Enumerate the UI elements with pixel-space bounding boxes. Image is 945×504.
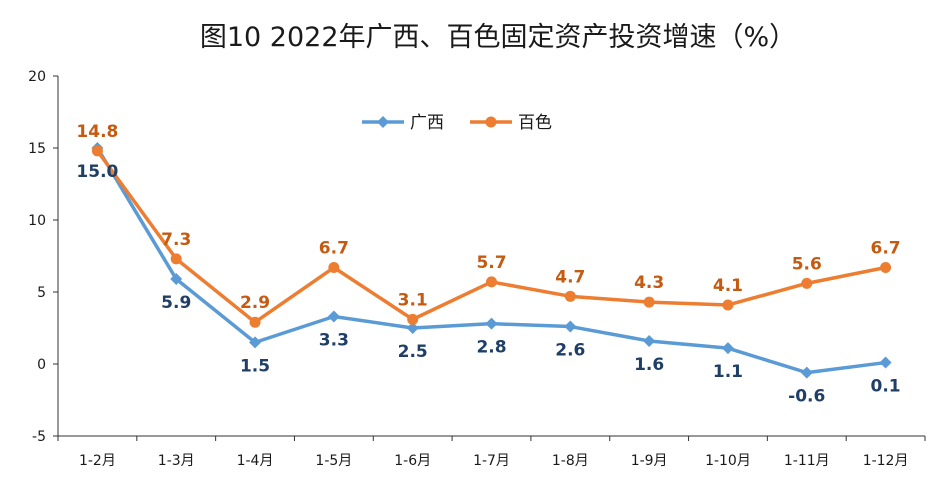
- data-label: 1.1: [713, 362, 743, 382]
- legend-label: 百色: [518, 113, 552, 133]
- x-tick-label: 1-11月: [784, 453, 830, 469]
- data-label: 3.1: [398, 290, 428, 310]
- data-point: [249, 316, 261, 328]
- data-point: [643, 334, 656, 347]
- data-label: 6.7: [871, 239, 901, 259]
- data-point: [328, 262, 340, 274]
- x-tick-label: 1-2月: [79, 453, 116, 469]
- x-tick-label: 1-4月: [237, 453, 274, 469]
- legend-marker: [377, 116, 389, 128]
- data-point: [564, 290, 576, 302]
- x-tick-label: 1-9月: [631, 453, 668, 469]
- data-label: 4.3: [634, 273, 664, 293]
- data-point: [721, 342, 734, 355]
- data-label: 15.0: [76, 162, 118, 182]
- data-label: 5.9: [161, 293, 191, 313]
- data-label: 5.6: [792, 254, 822, 274]
- data-label: 2.9: [240, 293, 270, 313]
- data-point: [170, 253, 182, 265]
- data-label: -0.6: [788, 387, 825, 407]
- data-label: 3.3: [319, 330, 349, 350]
- chart-title: 图10 2022年广西、百色固定资产投资增速（%）: [200, 22, 796, 53]
- legend-label: 广西: [410, 113, 444, 133]
- y-tick-label: 5: [37, 285, 46, 301]
- series-line: [95, 149, 886, 324]
- x-tick-label: 1-6月: [394, 453, 431, 469]
- data-label: 1.5: [240, 356, 270, 376]
- x-tick-label: 1-5月: [315, 453, 352, 469]
- data-point: [722, 299, 734, 311]
- data-label: 5.7: [476, 253, 506, 273]
- data-label: 7.3: [161, 230, 191, 250]
- data-point: [800, 366, 813, 379]
- data-label: 14.8: [76, 122, 118, 142]
- data-point: [406, 322, 419, 334]
- y-tick-label: 15: [28, 141, 46, 157]
- y-tick-label: 10: [28, 213, 46, 229]
- data-label: 4.7: [555, 267, 585, 287]
- y-tick-label: 20: [28, 69, 46, 85]
- legend-marker: [485, 116, 497, 128]
- x-tick-label: 1-8月: [552, 453, 589, 469]
- axes: -5 0 5 10 15 20 1-2月 1-3月 1-4月 1-5月 1-6月 1-7月 1-8月 1-…: [28, 69, 926, 469]
- x-tick-label: 1-7月: [473, 453, 510, 469]
- data-point: [486, 276, 497, 288]
- data-label: 2.5: [398, 342, 428, 362]
- x-tick-label: 1-10月: [705, 453, 751, 469]
- series-广西: [91, 142, 892, 379]
- data-point: [170, 273, 183, 286]
- y-tick-label: 0: [37, 357, 46, 373]
- data-label: 6.7: [319, 239, 349, 259]
- series-layer: 15.0 5.9 1.5 3.3 2.5 2.8 2.6 1.6 1.1 -0.6 0.1 14.8 7…: [76, 122, 900, 407]
- x-tick-label: 1-3月: [158, 453, 195, 469]
- series-百色: [91, 145, 892, 328]
- data-point: [485, 317, 498, 330]
- data-point: [643, 296, 655, 308]
- data-label: 1.6: [634, 355, 664, 375]
- x-tick-label: 1-12月: [863, 453, 909, 469]
- data-label: 4.1: [713, 276, 743, 296]
- data-label: 2.6: [555, 341, 585, 361]
- data-point: [801, 277, 813, 289]
- legend: 广西 百色: [362, 113, 552, 133]
- data-point: [880, 262, 892, 274]
- data-point: [407, 313, 419, 325]
- data-point: [327, 310, 340, 323]
- y-tick-label: -5: [32, 429, 46, 445]
- data-point: [564, 320, 577, 333]
- data-point: [249, 336, 262, 349]
- data-label: 0.1: [871, 377, 901, 397]
- data-point: [879, 356, 892, 369]
- data-label: 2.8: [476, 338, 506, 358]
- data-point: [91, 145, 103, 157]
